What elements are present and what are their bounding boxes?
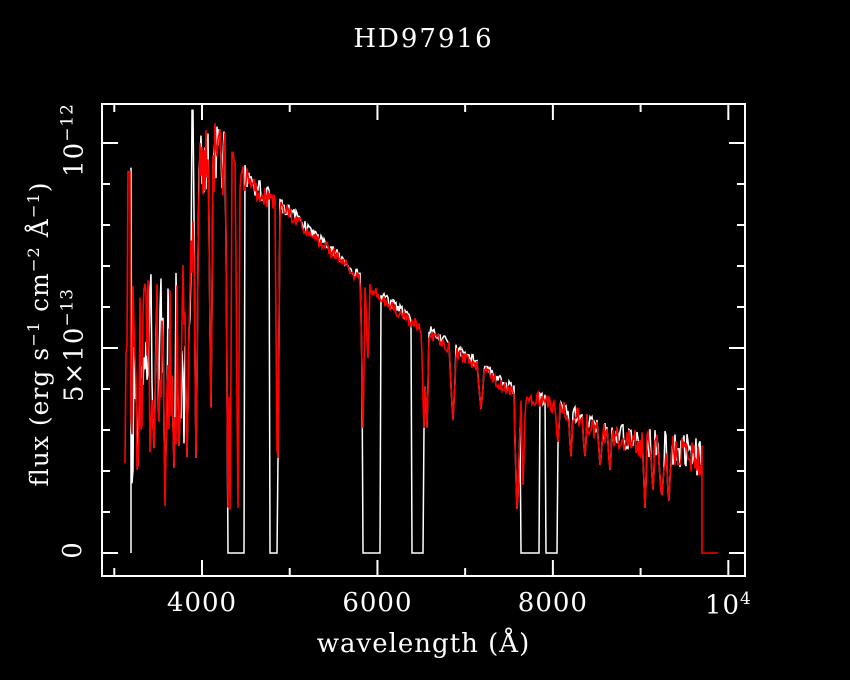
- x-tick-label: 8000: [517, 588, 588, 618]
- plot-title: HD97916: [353, 24, 494, 54]
- x-tick-label: 6000: [342, 588, 413, 618]
- x-axis-label: wavelength (Å): [316, 629, 531, 659]
- x-tick-label: 4000: [166, 588, 238, 618]
- y-tick-label: 10−12: [56, 103, 90, 177]
- y-tick-label: 5×10−13: [56, 287, 90, 403]
- x-tick-label: 104: [704, 588, 752, 621]
- y-tick-label: 0: [58, 541, 88, 559]
- comparison-spectrum-path: [130, 109, 703, 554]
- y-axis-label: flux (erg s−1 cm−2 Å−1): [23, 181, 55, 487]
- plot-frame: [101, 103, 746, 577]
- observed-spectrum-path: [124, 123, 718, 554]
